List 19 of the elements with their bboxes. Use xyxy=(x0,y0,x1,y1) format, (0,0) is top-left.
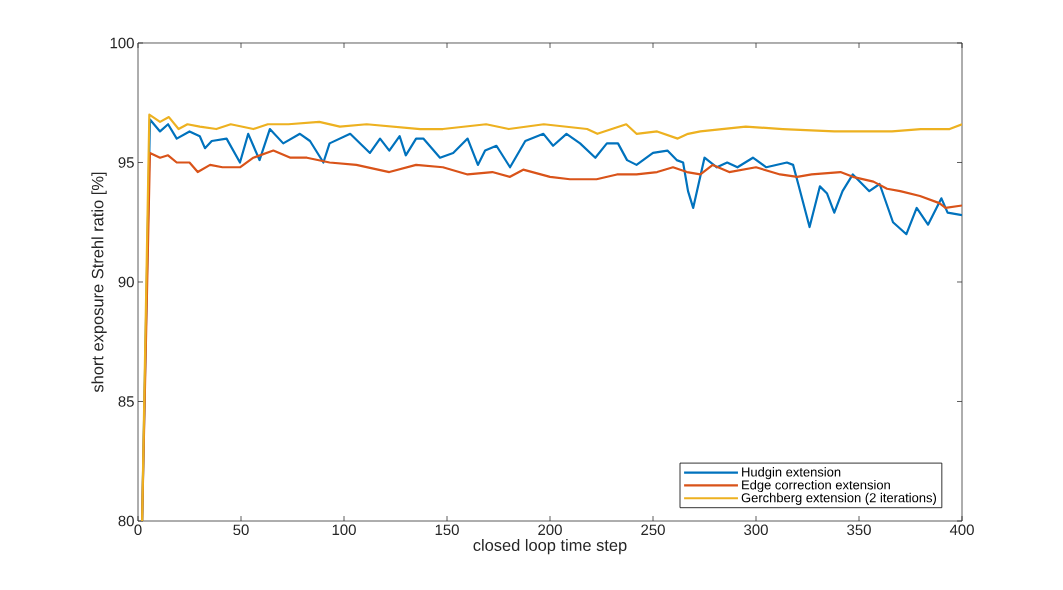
x-axis-title: closed loop time step xyxy=(473,538,627,555)
legend-label: Gerchberg extension (2 iterations) xyxy=(741,492,937,505)
y-tick-label: 85 xyxy=(118,396,134,407)
x-tick-label: 250 xyxy=(641,524,665,536)
x-tick-label: 350 xyxy=(847,524,871,536)
y-tick-label: 100 xyxy=(110,37,134,49)
legend-label: Hudgin extension xyxy=(742,467,841,480)
x-tick-label: 300 xyxy=(744,524,768,536)
legend-label: Edge correction extension xyxy=(742,479,890,493)
y-tick-label: 80 xyxy=(118,515,134,527)
x-tick-label: 200 xyxy=(538,524,562,536)
y-tick-label: 90 xyxy=(118,276,134,288)
y-tick-label: 95 xyxy=(118,157,134,168)
x-tick-label: 150 xyxy=(435,524,459,536)
x-tick-label: 100 xyxy=(332,524,356,536)
y-axis-title: short exposure Strehl ratio [%] xyxy=(91,172,107,393)
x-tick-label: 0 xyxy=(134,524,142,536)
x-tick-label: 50 xyxy=(233,524,249,536)
x-tick-label: 400 xyxy=(949,524,974,536)
